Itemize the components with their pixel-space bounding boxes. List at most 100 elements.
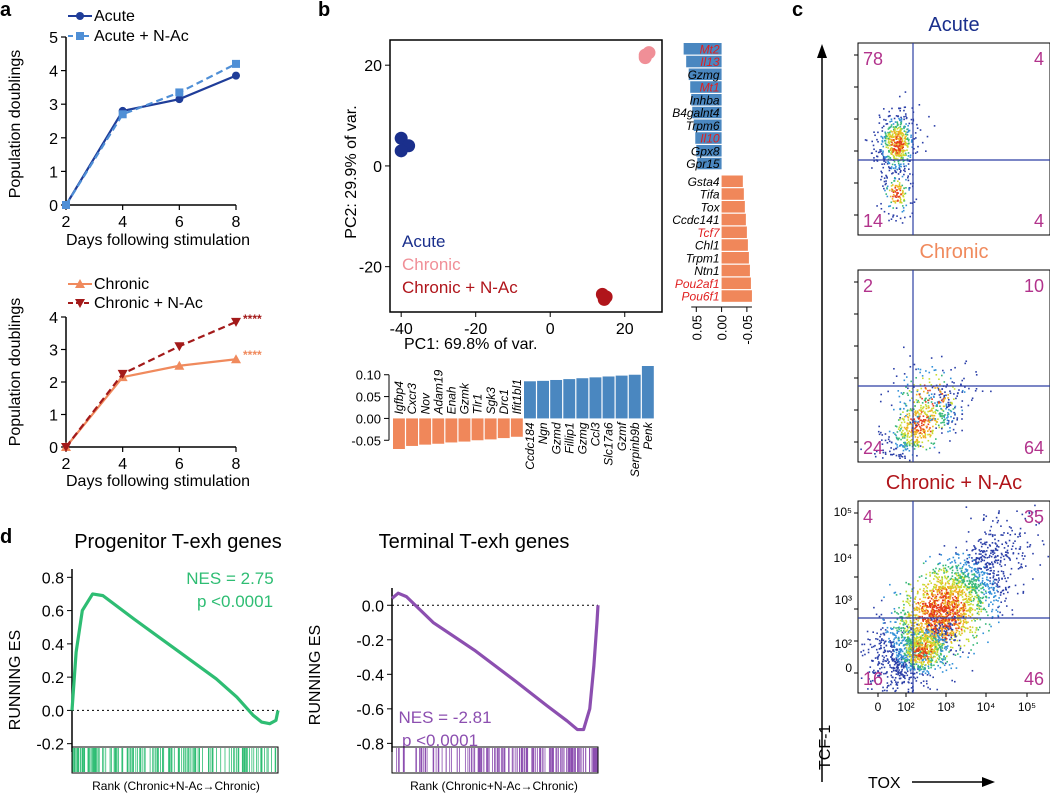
bar: [721, 264, 750, 277]
event-dot: [919, 605, 922, 607]
event-dot: [985, 550, 988, 552]
event-dot: [896, 654, 898, 656]
event-dot: [925, 388, 927, 390]
event-dot: [938, 619, 940, 622]
event-dot: [928, 433, 931, 436]
event-dot: [882, 663, 884, 666]
event-dot: [903, 681, 905, 684]
event-dot: [919, 432, 922, 434]
event-dot: [899, 413, 902, 416]
event-dot: [956, 609, 958, 611]
event-dot: [930, 582, 933, 584]
event-dot: [1042, 543, 1045, 546]
y-tick-label: 0.8: [42, 570, 64, 587]
event-dot: [918, 432, 921, 435]
event-dot: [957, 591, 960, 594]
event-dot: [884, 161, 887, 163]
event-dot: [944, 599, 946, 601]
event-dot: [902, 600, 904, 603]
event-dot: [952, 613, 955, 615]
event-dot: [911, 122, 914, 125]
event-dot: [903, 622, 905, 624]
event-dot: [941, 412, 944, 415]
event-dot: [940, 415, 943, 417]
event-dot: [888, 205, 890, 208]
event-dot: [897, 115, 900, 117]
event-dot: [902, 411, 904, 413]
event-dot: [887, 631, 889, 633]
event-dot: [903, 426, 906, 429]
event-dot: [936, 577, 939, 579]
event-dot: [922, 658, 925, 661]
event-dot: [958, 590, 961, 593]
event-dot: [996, 584, 999, 587]
event-dot: [924, 672, 927, 675]
event-dot: [983, 550, 985, 552]
event-dot: [934, 583, 937, 586]
bar: [602, 376, 615, 419]
event-dot: [957, 627, 959, 630]
event-dot: [894, 129, 896, 131]
event-dot: [896, 437, 899, 440]
event-dot: [935, 603, 937, 605]
bar: [445, 418, 458, 443]
event-dot: [943, 405, 946, 408]
event-dot: [988, 596, 990, 599]
event-dot: [907, 152, 910, 154]
event-dot: [893, 626, 895, 629]
event-dot: [881, 126, 884, 129]
bar: [537, 380, 549, 419]
event-dot: [945, 578, 948, 580]
event-dot: [881, 140, 884, 142]
event-dot: [908, 615, 911, 618]
event-dot: [904, 612, 907, 615]
event-dot: [895, 673, 898, 675]
event-dot: [991, 550, 994, 553]
event-dot: [901, 618, 904, 620]
event-dot: [889, 131, 891, 134]
event-dot: [943, 618, 945, 621]
event-dot: [908, 637, 910, 639]
event-dot: [884, 156, 886, 159]
legend-label-chronic: Chronic: [94, 276, 149, 293]
event-dot: [884, 650, 887, 652]
event-dot: [907, 615, 909, 618]
event-dot: [942, 569, 945, 572]
event-dot: [899, 401, 902, 403]
event-dot: [905, 204, 908, 207]
event-dot: [942, 658, 945, 660]
event-dot: [1032, 552, 1034, 555]
event-dot: [934, 594, 936, 596]
event-dot: [951, 421, 953, 423]
event-dot: [932, 639, 934, 642]
event-dot: [917, 664, 920, 667]
event-dot: [937, 389, 940, 391]
event-dot: [901, 616, 904, 619]
event-dot: [941, 635, 943, 637]
event-dot: [911, 666, 914, 668]
event-dot: [963, 577, 966, 580]
event-dot: [948, 405, 950, 408]
event-dot: [1022, 583, 1025, 586]
event-dot: [895, 442, 897, 445]
event-dot: [904, 613, 907, 616]
event-dot: [919, 631, 921, 634]
event-dot: [992, 583, 995, 585]
event-dot: [935, 373, 938, 376]
event-dot: [933, 633, 936, 635]
event-dot: [931, 613, 933, 616]
event-dot: [905, 638, 908, 641]
event-dot: [928, 655, 930, 658]
event-dot: [890, 612, 893, 614]
event-dot: [938, 615, 941, 617]
event-dot: [922, 666, 924, 668]
event-dot: [876, 651, 879, 654]
event-dot: [909, 655, 911, 658]
event-dot: [902, 664, 905, 666]
event-dot: [918, 413, 920, 415]
event-dot: [1024, 555, 1026, 557]
event-dot: [962, 576, 964, 579]
event-dot: [943, 620, 945, 622]
event-dot: [942, 369, 944, 372]
event-dot: [887, 134, 890, 136]
